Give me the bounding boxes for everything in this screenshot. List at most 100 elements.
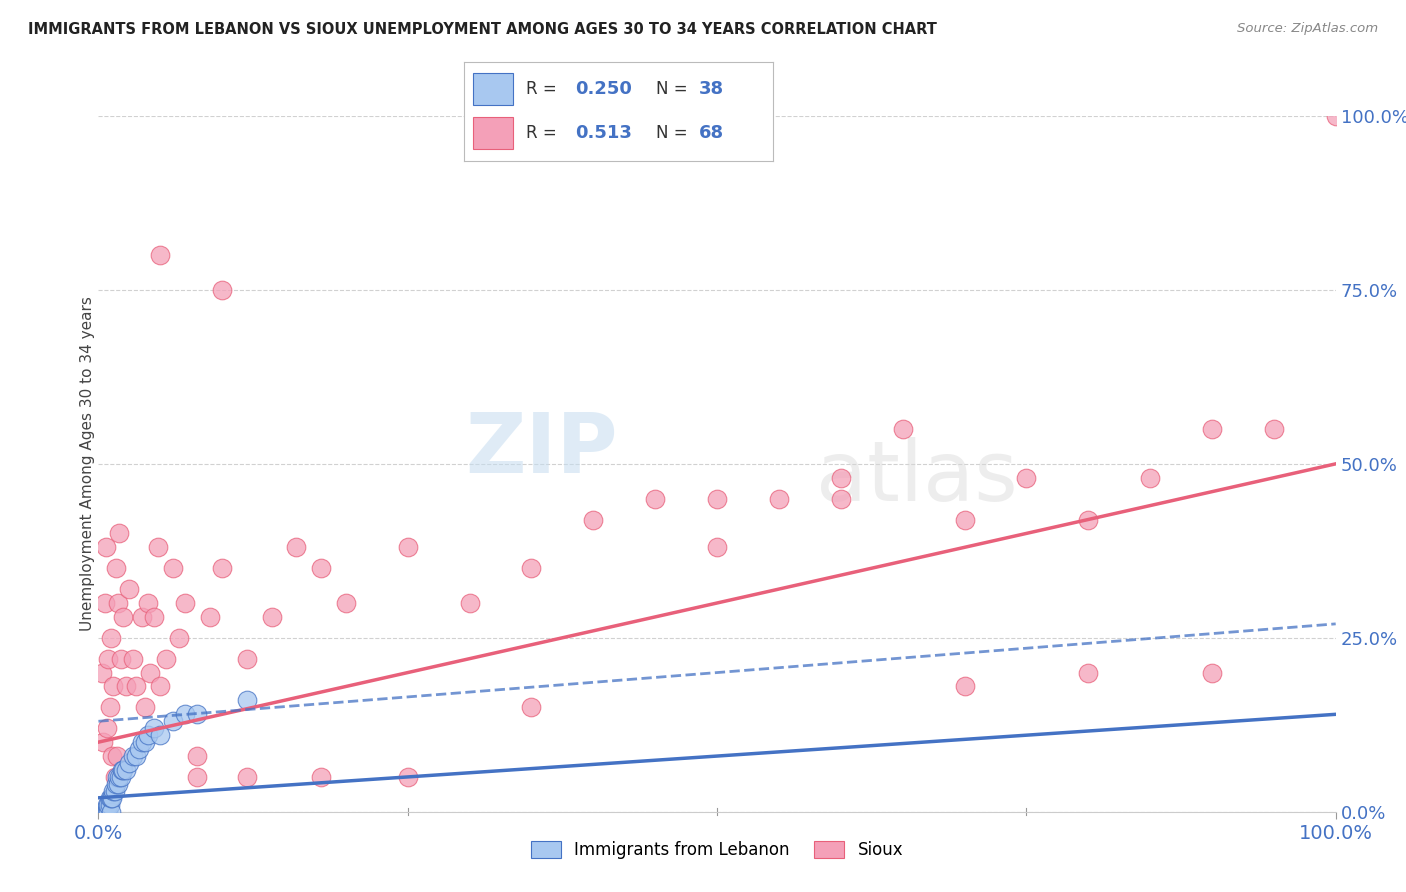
Point	[139, 665, 162, 680]
Point	[100, 805, 122, 819]
Point	[96, 721, 118, 735]
Point	[104, 777, 127, 791]
Point	[101, 790, 124, 805]
Point	[1139, 471, 1161, 485]
Point	[458, 596, 481, 610]
Point	[98, 790, 121, 805]
Point	[100, 631, 122, 645]
Legend: Immigrants from Lebanon, Sioux: Immigrants from Lebanon, Sioux	[524, 835, 910, 866]
Point	[236, 693, 259, 707]
Point	[91, 805, 114, 819]
Y-axis label: Unemployment Among Ages 30 to 34 years: Unemployment Among Ages 30 to 34 years	[80, 296, 94, 632]
Point	[149, 248, 172, 262]
Point	[98, 700, 121, 714]
Text: 0.250: 0.250	[575, 80, 633, 98]
Point	[143, 721, 166, 735]
Point	[97, 651, 120, 665]
Point	[396, 541, 419, 555]
Point	[93, 735, 115, 749]
Point	[1077, 665, 1099, 680]
Point	[105, 749, 128, 764]
Point	[830, 471, 852, 485]
Point	[131, 735, 153, 749]
Point	[644, 491, 666, 506]
Point	[186, 707, 208, 722]
Text: 68: 68	[699, 124, 724, 142]
Text: IMMIGRANTS FROM LEBANON VS SIOUX UNEMPLOYMENT AMONG AGES 30 TO 34 YEARS CORRELAT: IMMIGRANTS FROM LEBANON VS SIOUX UNEMPLO…	[28, 22, 936, 37]
Point	[97, 797, 120, 812]
Text: ZIP: ZIP	[465, 409, 619, 491]
Point	[122, 749, 145, 764]
Point	[110, 770, 132, 784]
Point	[94, 805, 117, 819]
Point	[143, 610, 166, 624]
Point	[124, 680, 146, 694]
Point	[236, 770, 259, 784]
Point	[396, 770, 419, 784]
Point	[285, 541, 308, 555]
Point	[100, 790, 122, 805]
Point	[167, 631, 190, 645]
Point	[107, 777, 129, 791]
Text: N =: N =	[655, 124, 688, 142]
Point	[953, 512, 976, 526]
Point	[128, 742, 150, 756]
Text: R =: R =	[526, 124, 557, 142]
Point	[768, 491, 790, 506]
Point	[96, 805, 118, 819]
Point	[706, 491, 728, 506]
Point	[149, 680, 172, 694]
Text: 0.513: 0.513	[575, 124, 633, 142]
Point	[91, 665, 114, 680]
Point	[582, 512, 605, 526]
Point	[94, 805, 117, 819]
Point	[891, 422, 914, 436]
Point	[186, 770, 208, 784]
Point	[1077, 512, 1099, 526]
Point	[93, 805, 115, 819]
Point	[112, 763, 135, 777]
Text: atlas: atlas	[815, 437, 1018, 518]
Point	[198, 610, 221, 624]
Point	[93, 805, 115, 819]
Point	[260, 610, 283, 624]
Point	[93, 805, 115, 819]
Point	[1201, 665, 1223, 680]
Bar	[474, 73, 513, 104]
Point	[103, 680, 125, 694]
Point	[112, 610, 135, 624]
Point	[309, 561, 332, 575]
Point	[134, 700, 156, 714]
Point	[236, 651, 259, 665]
Point	[1324, 109, 1347, 123]
Point	[953, 680, 976, 694]
Point	[1015, 471, 1038, 485]
Point	[131, 610, 153, 624]
Point	[309, 770, 332, 784]
Point	[1201, 422, 1223, 436]
Bar	[474, 118, 513, 149]
Point	[93, 596, 115, 610]
Point	[124, 749, 146, 764]
Point	[103, 770, 125, 784]
Point	[162, 561, 184, 575]
Point	[162, 714, 184, 729]
Point	[94, 541, 117, 555]
Point	[155, 651, 177, 665]
Point	[110, 651, 132, 665]
Text: 38: 38	[699, 80, 724, 98]
Point	[136, 728, 159, 742]
Point	[146, 541, 169, 555]
Point	[335, 596, 357, 610]
Point	[211, 283, 233, 297]
Point	[520, 700, 543, 714]
Point	[122, 651, 145, 665]
Point	[111, 763, 134, 777]
Point	[136, 596, 159, 610]
Text: Source: ZipAtlas.com: Source: ZipAtlas.com	[1237, 22, 1378, 36]
Text: N =: N =	[655, 80, 688, 98]
Point	[174, 596, 197, 610]
Point	[134, 735, 156, 749]
Point	[706, 541, 728, 555]
Point	[174, 707, 197, 722]
